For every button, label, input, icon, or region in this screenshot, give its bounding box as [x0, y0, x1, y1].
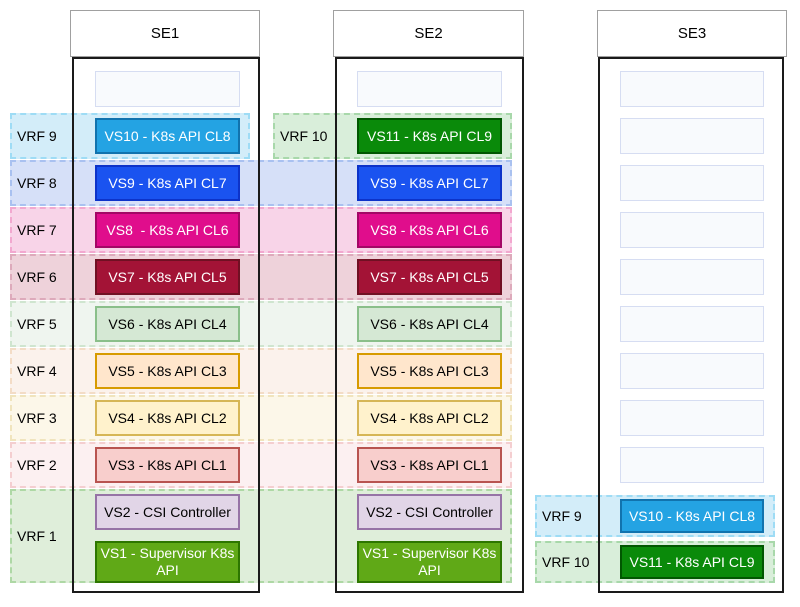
se1-header: SE1 — [70, 10, 260, 57]
vs-box-vs9-se2: VS9 - K8s API CL7 — [357, 165, 502, 201]
se3-header: SE3 — [597, 10, 787, 57]
vs-box-vs10-se1: VS10 - K8s API CL8 — [95, 118, 240, 154]
empty-slot-se3 — [620, 259, 764, 295]
empty-slot-se3 — [620, 118, 764, 154]
vrf-band-label: VRF 6 — [17, 269, 57, 285]
vs-box-vs4-se2: VS4 - K8s API CL2 — [357, 400, 502, 436]
empty-slot-se1 — [95, 71, 240, 107]
vs-box-vs3-se2: VS3 - K8s API CL1 — [357, 447, 502, 483]
vrf-band-label: VRF 5 — [17, 316, 57, 332]
vrf-band-label: VRF 10 — [542, 554, 590, 570]
empty-slot-se2 — [357, 71, 502, 107]
vs-box-vs5-se1: VS5 - K8s API CL3 — [95, 353, 240, 389]
se2-container — [335, 57, 524, 593]
vs-box-vs8-se2: VS8 - K8s API CL6 — [357, 212, 502, 248]
vrf-band-label: VRF 7 — [17, 222, 57, 238]
se3-container — [598, 57, 784, 593]
vs-box-vs6-se2: VS6 - K8s API CL4 — [357, 306, 502, 342]
vs-box-vs7-se2: VS7 - K8s API CL5 — [357, 259, 502, 295]
vs-box-vs9-se1: VS9 - K8s API CL7 — [95, 165, 240, 201]
vs-box-vs6-se1: VS6 - K8s API CL4 — [95, 306, 240, 342]
se1-title: SE1 — [150, 25, 180, 42]
vs-box-vs2-se2: VS2 - CSI Controller — [357, 494, 502, 530]
se1-container — [72, 57, 260, 593]
se2-title: SE2 — [414, 25, 443, 42]
vs-box-vs3-se1: VS3 - K8s API CL1 — [95, 447, 240, 483]
vrf-band-label: VRF 8 — [17, 175, 57, 191]
vs-box-vs5-se2: VS5 - K8s API CL3 — [357, 353, 502, 389]
vs-box-vs1-se2: VS1 - Supervisor K8s API — [357, 541, 502, 583]
vrf-band-label: VRF 1 — [17, 528, 57, 544]
vs-box-vs10-se3: VS10 - K8s API CL8 — [620, 499, 764, 533]
vrf-band-label: VRF 9 — [542, 508, 582, 524]
vs-box-vs7-se1: VS7 - K8s API CL5 — [95, 259, 240, 295]
empty-slot-se3 — [620, 353, 764, 389]
vrf-band-label: VRF 10 — [280, 128, 328, 144]
vs-box-vs11-se2: VS11 - K8s API CL9 — [357, 118, 502, 154]
vs-box-vs8-se1: VS8 - K8s API CL6 — [95, 212, 240, 248]
vs-box-vs1-se1: VS1 - Supervisor K8s API — [95, 541, 240, 583]
vrf-band-label: VRF 3 — [17, 410, 57, 426]
se2-header: SE2 — [333, 10, 524, 57]
empty-slot-se3 — [620, 447, 764, 483]
vrf-band-label: VRF 4 — [17, 363, 57, 379]
vrf-band-label: VRF 9 — [17, 128, 57, 144]
vrf-band-label: VRF 2 — [17, 457, 57, 473]
vs-box-vs2-se1: VS2 - CSI Controller — [95, 494, 240, 530]
empty-slot-se3 — [620, 306, 764, 342]
empty-slot-se3 — [620, 400, 764, 436]
se3-title: SE3 — [677, 25, 707, 42]
empty-slot-se3 — [620, 71, 764, 107]
empty-slot-se3 — [620, 165, 764, 201]
vs-box-vs4-se1: VS4 - K8s API CL2 — [95, 400, 240, 436]
vs-box-vs11-se3: VS11 - K8s API CL9 — [620, 545, 764, 579]
empty-slot-se3 — [620, 212, 764, 248]
